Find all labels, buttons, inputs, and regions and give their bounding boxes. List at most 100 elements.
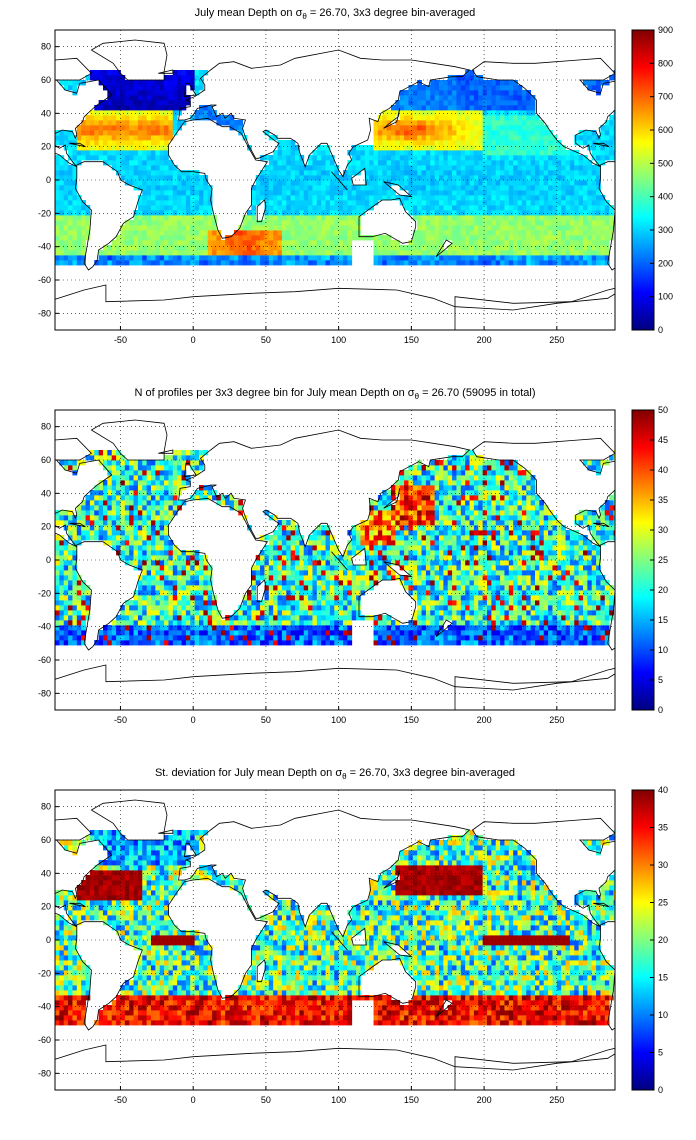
heatmap-cell [159, 200, 165, 206]
heatmap-cell [124, 615, 130, 621]
heatmap-cell [81, 585, 86, 591]
heatmap-cell [185, 640, 191, 646]
heatmap-cell [177, 595, 182, 601]
heatmap-cell [137, 110, 143, 116]
heatmap-cell [452, 255, 457, 261]
heatmap-cell [308, 205, 313, 211]
heatmap-cell [107, 245, 113, 251]
heatmap-cell [81, 505, 86, 511]
heatmap-cell [526, 200, 532, 206]
heatmap-cell [229, 255, 235, 261]
heatmap-cell [421, 185, 427, 191]
heatmap-cell [185, 205, 191, 211]
heatmap-cell [251, 210, 257, 216]
heatmap-cell [155, 155, 161, 161]
heatmap-cell [395, 175, 401, 181]
heatmap-cell [377, 195, 383, 201]
heatmap-cell [146, 560, 152, 566]
heatmap-cell [273, 595, 278, 601]
heatmap-cell [212, 600, 217, 606]
heatmap-cell [142, 160, 148, 166]
heatmap-cell [151, 260, 156, 266]
heatmap-cell [482, 145, 488, 151]
heatmap-cell [535, 170, 540, 176]
heatmap-cell [561, 145, 566, 151]
heatmap-cell [247, 230, 252, 236]
heatmap-cell [137, 585, 143, 591]
heatmap-cell [521, 255, 527, 261]
heatmap-cell [264, 640, 270, 646]
heatmap-cell [299, 570, 305, 576]
heatmap-cell [487, 90, 492, 96]
heatmap-cell [146, 480, 152, 486]
heatmap-cell [364, 165, 370, 171]
heatmap-cell [190, 80, 196, 86]
heatmap-cell [207, 190, 213, 196]
heatmap-cell [487, 180, 492, 186]
heatmap-cell [155, 565, 161, 571]
heatmap-cell [513, 90, 518, 96]
heatmap-cell [281, 255, 287, 261]
heatmap-cell [596, 225, 601, 231]
heatmap-cell [548, 130, 553, 136]
heatmap-cell [273, 630, 278, 636]
heatmap-cell [268, 255, 274, 261]
heatmap-cell [268, 630, 274, 636]
heatmap-cell [574, 250, 580, 256]
heatmap-cell [604, 130, 610, 136]
heatmap-cell [583, 250, 588, 256]
heatmap-cell [412, 115, 418, 121]
heatmap-cell [373, 130, 379, 136]
heatmap-cell [303, 565, 309, 571]
heatmap-cell [181, 600, 187, 606]
heatmap-cell [347, 150, 353, 156]
heatmap-cell [199, 215, 204, 221]
heatmap-cell [151, 215, 156, 221]
heatmap-cell [251, 260, 257, 266]
heatmap-cell [321, 615, 326, 621]
heatmap-cell [329, 635, 335, 641]
heatmap-cell [255, 255, 261, 261]
heatmap-cell [574, 225, 580, 231]
heatmap-cell [303, 175, 309, 181]
heatmap-cell [233, 120, 239, 126]
heatmap-cell [500, 150, 505, 156]
heatmap-cell [609, 235, 614, 241]
heatmap-cell [185, 245, 191, 251]
heatmap-cell [308, 620, 313, 626]
heatmap-cell [299, 625, 305, 631]
heatmap-cell [203, 560, 209, 566]
heatmap-cell [478, 260, 484, 266]
heatmap-cell [172, 640, 178, 646]
heatmap-cell [478, 200, 484, 206]
heatmap-cell [207, 600, 213, 606]
heatmap-cell [151, 590, 156, 596]
heatmap-cell [251, 630, 257, 636]
heatmap-cell [443, 250, 449, 256]
heatmap-cell [417, 135, 422, 141]
heatmap-cell [72, 220, 78, 226]
heatmap-cell [539, 195, 545, 201]
heatmap-cell [264, 210, 270, 216]
heatmap-cell [539, 240, 545, 246]
heatmap-cell [199, 625, 204, 631]
heatmap-cell [491, 260, 497, 266]
heatmap-cell [159, 625, 165, 631]
heatmap-cell [325, 635, 331, 641]
heatmap-cell [583, 210, 588, 216]
heatmap-cell [329, 230, 335, 236]
heatmap-cell [556, 170, 562, 176]
heatmap-cell [177, 630, 182, 636]
heatmap-cell [251, 620, 257, 626]
heatmap-cell [286, 175, 292, 181]
heatmap-cell [94, 120, 100, 126]
heatmap-cell [98, 135, 104, 141]
heatmap-cell [430, 140, 436, 146]
heatmap-cell [473, 90, 479, 96]
heatmap-cell [460, 220, 466, 226]
heatmap-cell [443, 230, 449, 236]
heatmap-cell [569, 190, 575, 196]
heatmap-cell [63, 570, 69, 576]
heatmap-cell [308, 640, 313, 646]
heatmap-cell [124, 490, 130, 496]
